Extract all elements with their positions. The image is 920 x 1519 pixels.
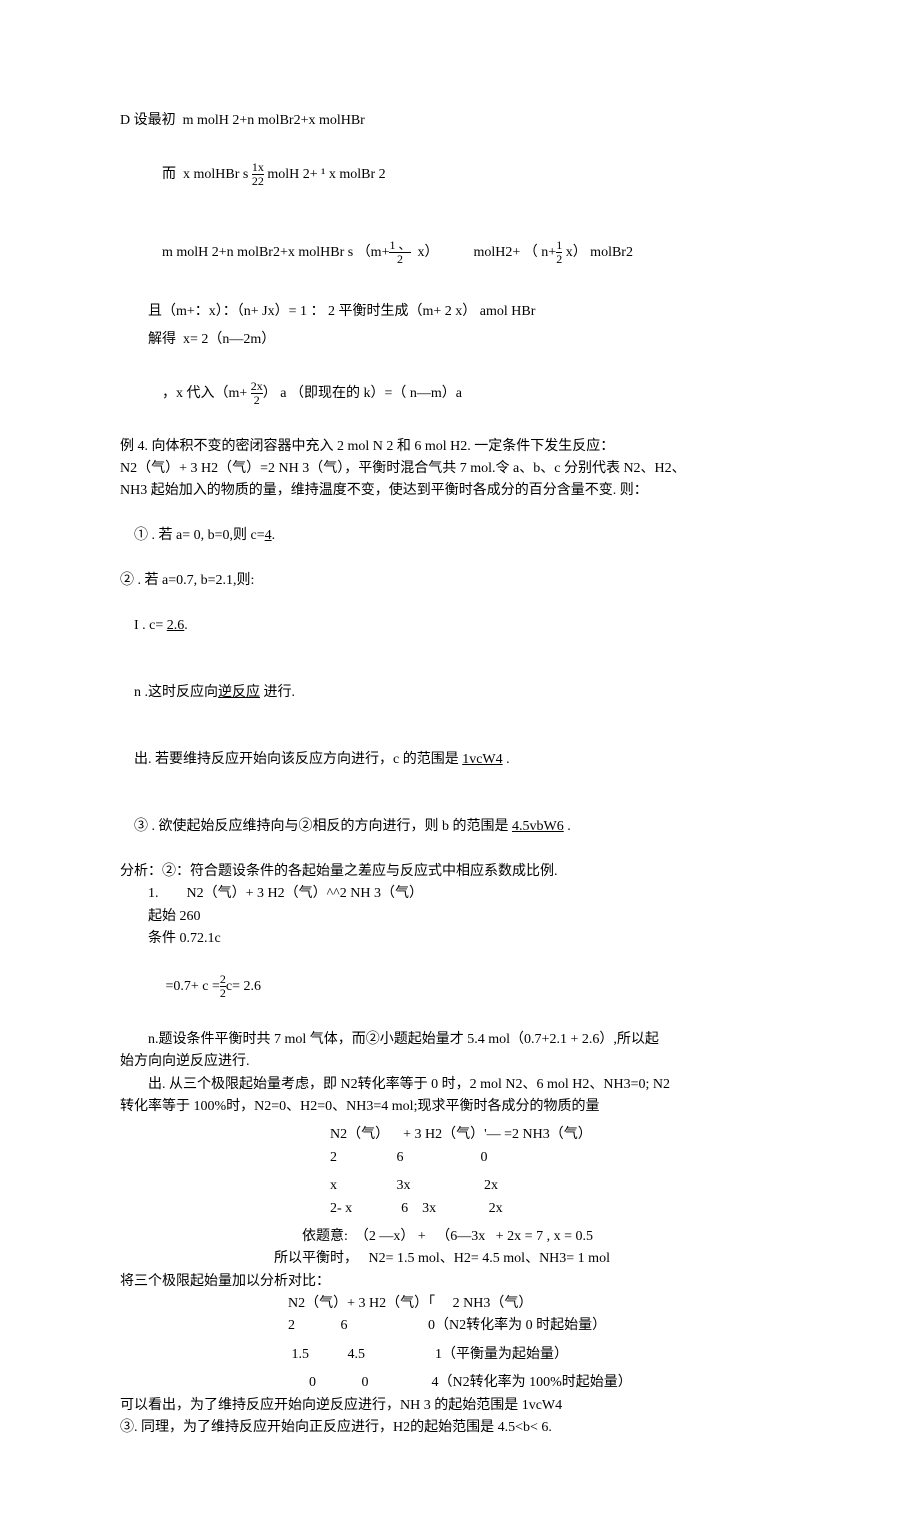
text-prefix: ③ . 欲使起始反应维持向与②相反的方向进行，则 b 的范围是 <box>134 819 512 834</box>
line-initial: 起始 260 <box>120 906 800 928</box>
text-suffix: c= 2.6 <box>226 979 261 994</box>
underlined-answer: 逆反应 <box>218 685 260 700</box>
line-q2out: 出. 若要维持反应开始向该反应方向进行，c 的范围是 1vcW4 . <box>120 727 800 794</box>
equilibrium-table-2: N2（气）+ 3 H2（气）「 2 NH3（气） 2 6 0（N2转化率为 0 … <box>120 1293 800 1395</box>
table-row: 2- x 6 3x 2x <box>330 1198 800 1220</box>
text-prefix: 而 x molHBr s <box>162 167 252 182</box>
line-equation: 依题意: （2 —x） + （6—3x + 2x = 7 , x = 0.5 <box>120 1226 800 1248</box>
line-n-explain1: n.题设条件平衡时共 7 mol 气体，而②小题起始量才 5.4 mol（0.7… <box>120 1029 800 1051</box>
line-reaction: N2（气）+ 3 H2（气）=2 NH 3（气），平衡时混合气共 7 mol.令… <box>120 458 800 480</box>
underlined-answer: 2.6 <box>167 618 185 633</box>
line-substitute: ，x 代入（m+ 2x2） a （即现在的 k）=（ n—m）a <box>120 357 800 429</box>
equilibrium-table-1: N2（气） + 3 H2（气）'— =2 NH3（气） 2 6 0 x 3x 2… <box>120 1124 800 1220</box>
line-hbr-decomp: 而 x molHBr s 1x22 molH 2+ ¹ x molBr 2 <box>120 138 800 210</box>
text-prefix: =0.7+ c = <box>162 979 220 994</box>
text-prefix: ，x 代入（m+ <box>162 386 251 401</box>
line-d-start: D 设最初 m molH 2+n molBr2+x molHBr <box>120 110 800 132</box>
table-row: x 3x 2x <box>330 1175 800 1197</box>
line-q2: ② . 若 a=0.7, b=2.1,则: <box>120 570 800 592</box>
text-suffix: . <box>272 528 276 543</box>
text-prefix: 出. 若要维持反应开始向该反应方向进行，c 的范围是 <box>134 752 462 767</box>
text-suffix: . <box>503 752 510 767</box>
line-conclusion2: ③. 同理，为了维持反应开始向正反应进行，H2的起始范围是 4.5<b< 6. <box>120 1417 800 1439</box>
text-suffix: ） a （即现在的 k）=（ n—m）a <box>263 386 462 401</box>
line-equilibrium: m molH 2+n molBr2+x molHBr s （m+1 、2 x） … <box>120 217 800 289</box>
text-prefix: I . c= <box>134 618 167 633</box>
text-prefix: m molH 2+n molBr2+x molHBr s （m+ <box>162 245 389 260</box>
line-conclusion1: 可以看出，为了维持反应开始向逆反应进行，NH 3 的起始范围是 1vcW4 <box>120 1395 800 1417</box>
line-out-explain1: 出. 从三个极限起始量考虑，即 N2转化率等于 0 时，2 mol N2、6 m… <box>120 1074 800 1096</box>
text-suffix: . <box>184 618 188 633</box>
text-right: molH2+ （ n+ <box>474 245 557 260</box>
underlined-answer: 4 <box>265 528 272 543</box>
text-prefix: n .这时反应向 <box>134 685 218 700</box>
line-q2n: n .这时反应向逆反应 进行. <box>120 660 800 727</box>
line-condition: 条件 0.72.1c <box>120 928 800 950</box>
line-n-explain2: 始方向向逆反应进行. <box>120 1051 800 1073</box>
line-nh3: NH3 起始加入的物质的量，维持温度不变，使达到平衡时各成分的百分含量不变. 则… <box>120 480 800 502</box>
document-page: D 设最初 m molH 2+n molBr2+x molHBr 而 x mol… <box>0 0 920 1519</box>
table-row: 0 0 4（N2转化率为 100%时起始量） <box>288 1372 800 1394</box>
line-q2i: I . c= 2.6. <box>120 592 800 659</box>
line-q3: ③ . 欲使起始反应维持向与②相反的方向进行，则 b 的范围是 4.5vbW6 … <box>120 794 800 861</box>
table-row: 2 6 0 <box>330 1147 800 1169</box>
line-analysis: 分析：②：符合题设条件的各起始量之差应与反应式中相应系数成比例. <box>120 861 800 883</box>
underlined-answer: 1vcW4 <box>462 752 502 767</box>
text-suffix: 进行. <box>260 685 295 700</box>
table-row: N2（气） + 3 H2（气）'— =2 NH3（气） <box>330 1124 800 1146</box>
line-q1: ① . 若 a= 0, b=0,则 c=4. <box>120 503 800 570</box>
underlined-answer: 4.5vbW6 <box>512 819 564 834</box>
line-out-explain2: 转化率等于 100%时，N2=0、H2=0、NH3=4 mol;现求平衡时各成分… <box>120 1096 800 1118</box>
table-row: N2（气）+ 3 H2（气）「 2 NH3（气） <box>288 1293 800 1315</box>
line-calc: =0.7+ c =22c= 2.6 <box>120 951 800 1023</box>
fraction-icon: 2x2 <box>251 380 263 407</box>
fraction-icon: 1 、2 <box>389 239 410 266</box>
fraction-icon: 1x22 <box>252 161 264 188</box>
text-prefix: ① . 若 a= 0, b=0,则 c= <box>134 528 265 543</box>
text-suffix: . <box>564 819 571 834</box>
line-solve: 解得 x= 2（n—2m） <box>120 329 800 351</box>
line-ratio: 且（m+：x）：（n+ Jx）= 1 ： 2 平衡时生成（m+ 2 x） amo… <box>120 301 800 323</box>
line-compare: 将三个极限起始量加以分析对比： <box>120 1271 800 1293</box>
text-mid: x） <box>411 245 439 260</box>
line-example4: 例 4. 向体积不变的密闭容器中充入 2 mol N 2 和 6 mol H2.… <box>120 436 800 458</box>
text-end: x） molBr2 <box>562 245 633 260</box>
line-result: 所以平衡时， N2= 1.5 mol、H2= 4.5 mol、NH3= 1 mo… <box>120 1248 800 1270</box>
text-suffix: molH 2+ ¹ x molBr 2 <box>264 167 386 182</box>
line-rxn1: 1. N2（气）+ 3 H2（气）^^2 NH 3（气） <box>120 883 800 905</box>
table-row: 1.5 4.5 1（平衡量为起始量） <box>288 1344 800 1366</box>
table-row: 2 6 0（N2转化率为 0 时起始量） <box>288 1315 800 1337</box>
